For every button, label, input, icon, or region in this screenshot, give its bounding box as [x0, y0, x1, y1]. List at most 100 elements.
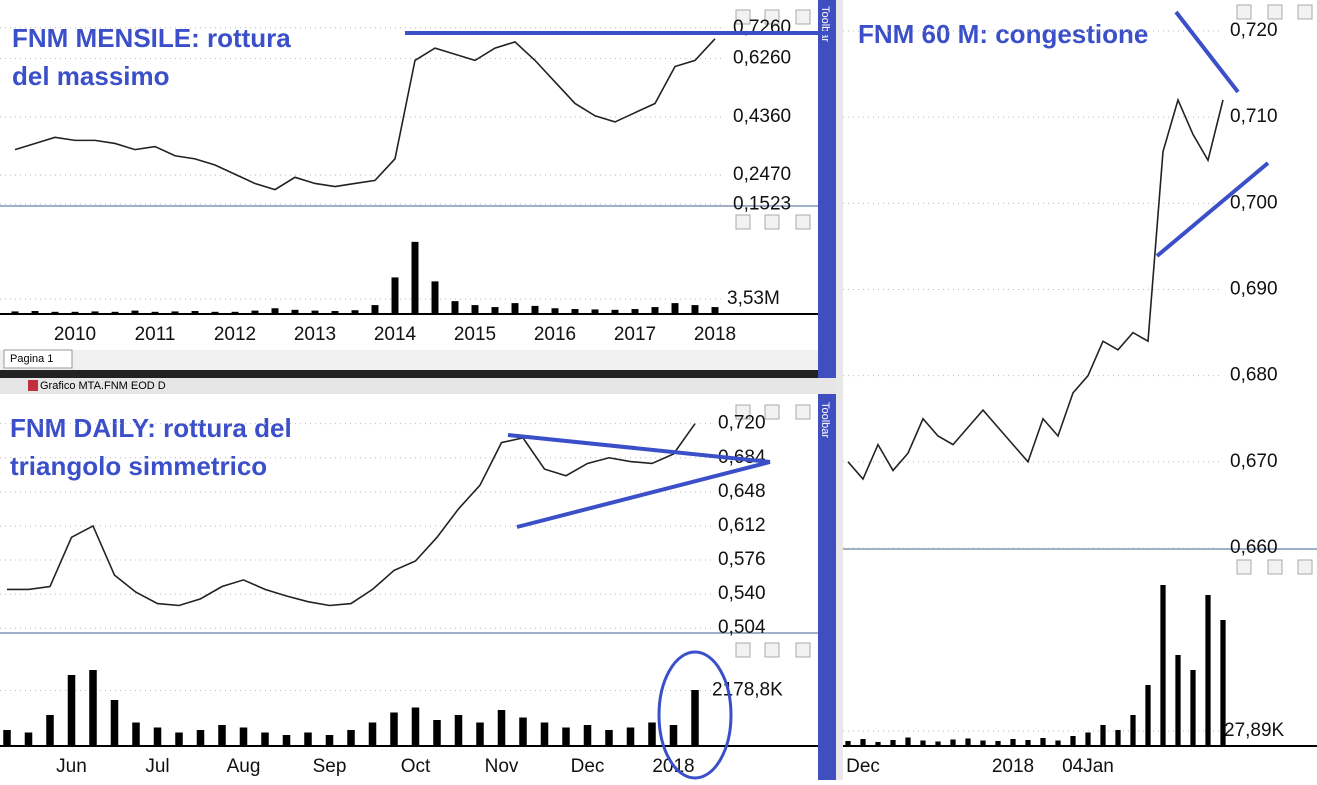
volume-bar	[411, 707, 420, 745]
volume-bar	[175, 732, 183, 745]
volume-bar	[890, 740, 896, 745]
volume-bar	[562, 727, 570, 745]
close-button[interactable]	[1297, 559, 1313, 575]
maximize-button[interactable]	[1267, 559, 1283, 575]
volume-bar	[1160, 585, 1166, 745]
close-button[interactable]	[795, 642, 811, 658]
volume-bar	[110, 700, 119, 745]
y-tick-label: 0,670	[1230, 451, 1278, 472]
volume-bar	[454, 715, 463, 745]
volume-bar	[131, 310, 139, 313]
y-tick-label: 0,680	[1230, 365, 1278, 386]
close-button[interactable]	[795, 214, 811, 230]
volume-bar	[89, 670, 97, 745]
volume-bar	[540, 722, 549, 745]
x-tick-label: Sep	[313, 756, 347, 777]
triangle-line	[507, 433, 771, 464]
volume-bar	[531, 305, 539, 313]
close-button[interactable]	[795, 9, 811, 25]
volume-bar	[390, 712, 398, 745]
x-tick-label: 04Jan	[1062, 756, 1114, 777]
separator	[0, 370, 818, 378]
volume-bar	[583, 725, 592, 745]
volume-bar	[1010, 739, 1016, 745]
minimize-button[interactable]	[735, 9, 751, 25]
volume-bar	[271, 308, 279, 313]
volume-bar	[51, 311, 59, 313]
volume-bar	[1085, 732, 1091, 745]
maximize-button[interactable]	[1267, 4, 1283, 20]
minimize-button[interactable]	[735, 642, 751, 658]
y-tick-label: 0,710	[1230, 106, 1278, 127]
x-tick-label: Jun	[56, 756, 87, 777]
y-tick-label: 0,576	[718, 549, 766, 570]
toolbar-label[interactable]: Toolbar	[819, 6, 831, 42]
window-titlebar	[0, 378, 836, 394]
volume-bar	[965, 738, 971, 745]
minimize-button[interactable]	[735, 404, 751, 420]
minimize-button[interactable]	[1236, 4, 1252, 20]
volume-bar	[691, 305, 699, 313]
volume-bar	[3, 730, 11, 745]
volume-bar	[67, 675, 76, 745]
volume-bar	[218, 725, 226, 745]
volume-circle	[657, 650, 733, 780]
volume-bar	[132, 722, 140, 745]
y-tick-label: 0,504	[718, 617, 766, 638]
tab[interactable]	[3, 349, 73, 369]
volume-bar	[626, 727, 635, 745]
volume-bar	[631, 309, 639, 313]
volume-bar	[1070, 736, 1076, 745]
minimize-button[interactable]	[1236, 559, 1252, 575]
volume-bar	[648, 722, 656, 745]
volume-bar	[605, 730, 613, 745]
volume-bar	[304, 732, 312, 745]
y-tick-label: 0,6260	[733, 48, 791, 69]
volume-bar	[24, 732, 33, 745]
chart-title: triangolo simmetrico	[10, 451, 267, 481]
y-tick-label: 0,540	[718, 583, 766, 604]
volume-bar	[935, 741, 941, 745]
x-tick-label: 2018	[694, 324, 736, 345]
volume-bar	[875, 742, 881, 745]
volume-bar	[211, 311, 219, 313]
volume-bar	[671, 303, 679, 313]
y-tick-label: 0,720	[718, 413, 766, 434]
close-button[interactable]	[1297, 4, 1313, 20]
volume-bar	[1220, 620, 1226, 745]
close-button[interactable]	[795, 404, 811, 420]
toolbar-label[interactable]: Toolbar	[819, 402, 831, 438]
y-tick-label: 3,53M	[727, 288, 780, 309]
y-tick-label: 0,2470	[733, 164, 791, 185]
volume-bar	[347, 730, 355, 745]
volume-bar	[860, 739, 866, 745]
volume-bar	[239, 727, 248, 745]
volume-bar	[191, 311, 199, 313]
volume-bar	[476, 722, 484, 745]
volume-bar	[31, 311, 39, 313]
maximize-button[interactable]	[764, 214, 780, 230]
price-line	[14, 38, 716, 191]
volume-bar	[291, 309, 299, 313]
volume-bar	[1175, 655, 1181, 745]
volume-bar	[691, 690, 699, 745]
volume-bar	[995, 741, 1001, 745]
maximize-button[interactable]	[764, 642, 780, 658]
volume-bar	[71, 311, 79, 313]
tab-label[interactable]: Pagina 1	[10, 353, 53, 365]
volume-bar	[1130, 715, 1136, 745]
maximize-button[interactable]	[764, 9, 780, 25]
maximize-button[interactable]	[764, 404, 780, 420]
volume-bar	[950, 739, 956, 745]
volume-bar	[669, 725, 678, 745]
x-tick-label: 2012	[214, 324, 256, 345]
volume-bar	[497, 710, 506, 745]
x-tick-label: Nov	[485, 756, 519, 777]
chart-title: del massimo	[12, 61, 170, 91]
volume-bar	[1205, 595, 1211, 745]
price-line	[847, 97, 1224, 481]
x-tick-label: Oct	[401, 756, 431, 777]
minimize-button[interactable]	[735, 214, 751, 230]
x-tick-label: 2015	[454, 324, 496, 345]
x-tick-label: 2011	[135, 324, 176, 345]
